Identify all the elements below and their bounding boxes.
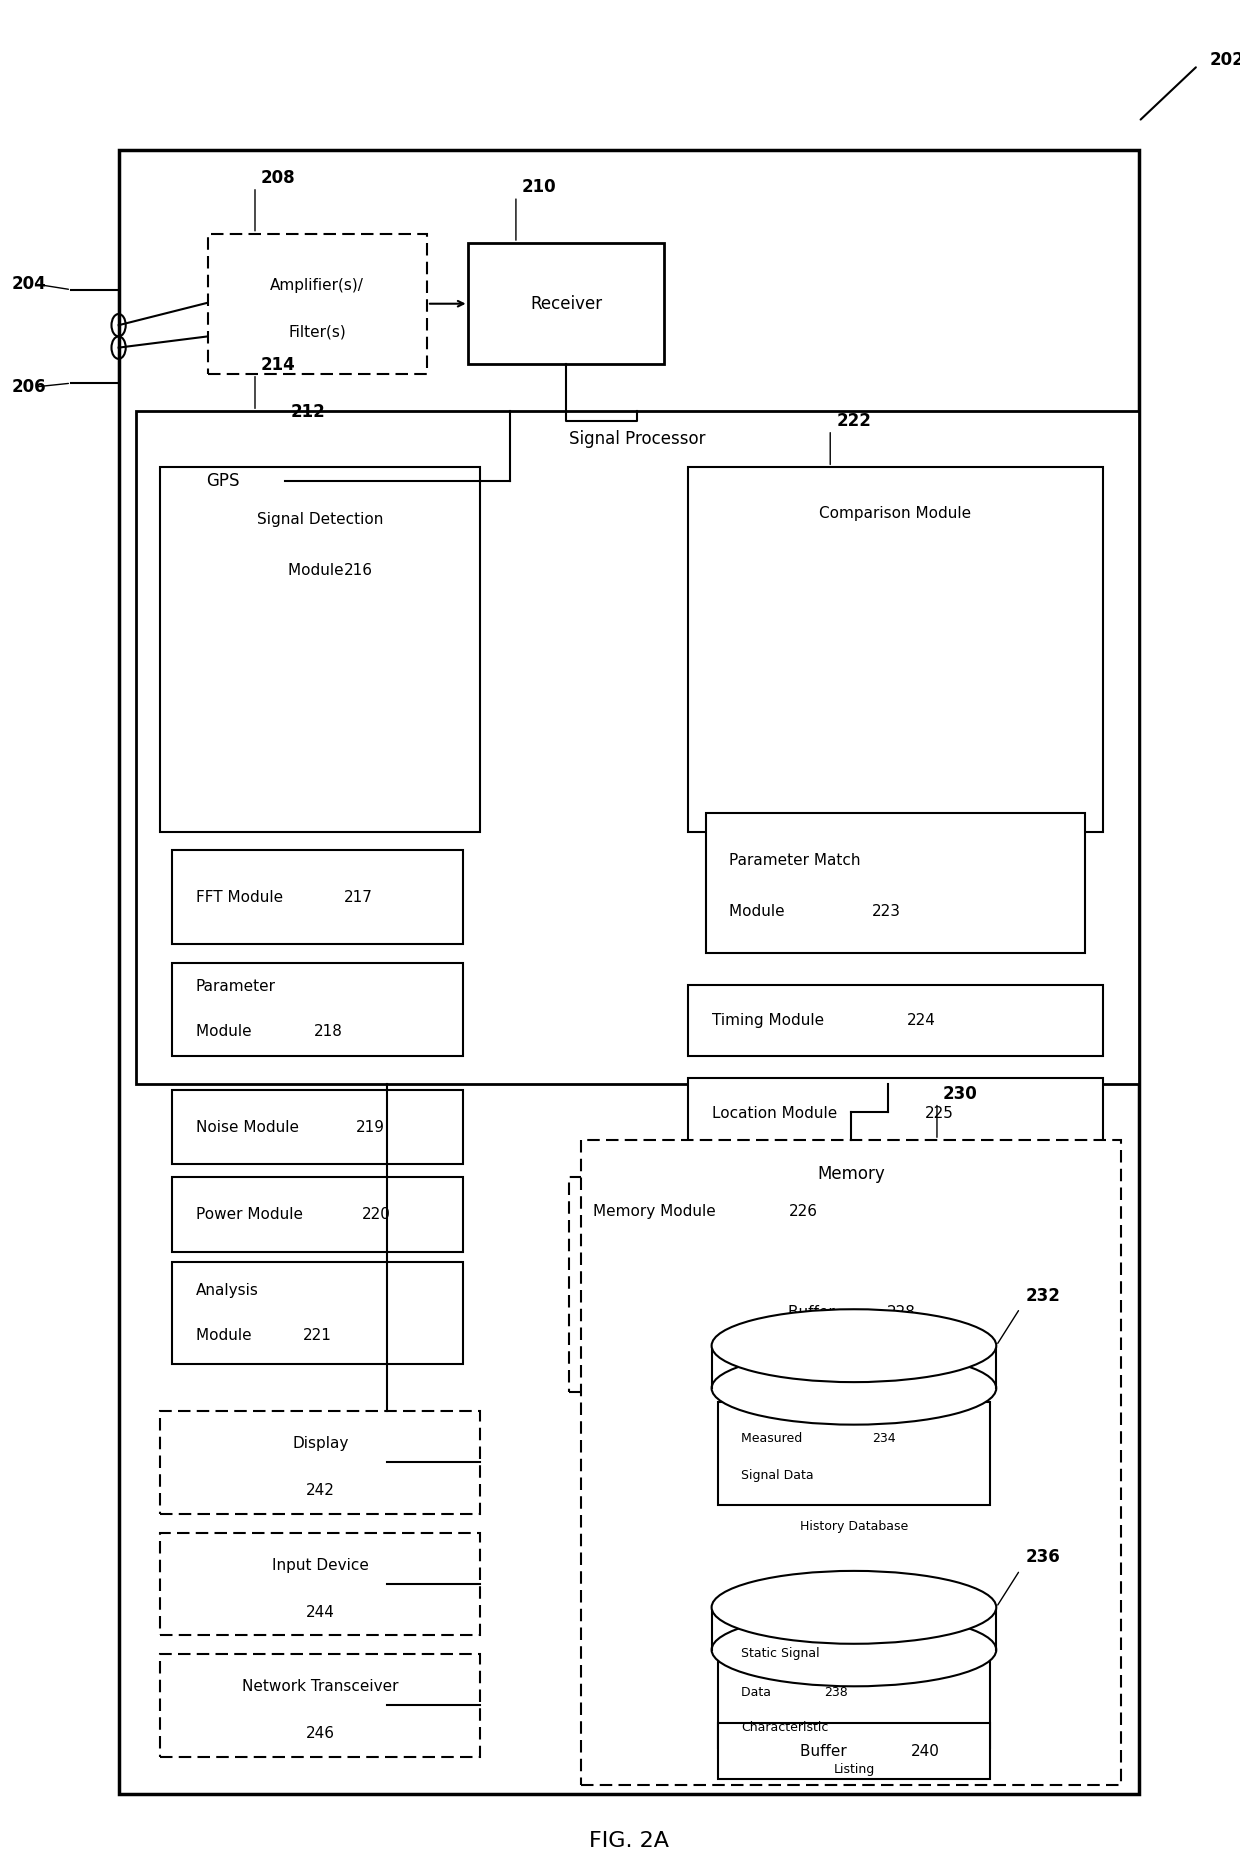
FancyBboxPatch shape: [469, 243, 665, 364]
FancyBboxPatch shape: [172, 1262, 463, 1364]
Text: 216: 216: [343, 563, 373, 578]
Text: 240: 240: [910, 1744, 940, 1759]
FancyBboxPatch shape: [688, 467, 1104, 832]
Text: Listing: Listing: [833, 1764, 874, 1776]
Text: Amplifier(s)/: Amplifier(s)/: [270, 277, 365, 293]
FancyBboxPatch shape: [688, 1078, 1104, 1149]
Text: Signal Processor: Signal Processor: [569, 430, 706, 449]
Ellipse shape: [712, 1613, 996, 1686]
FancyBboxPatch shape: [136, 411, 1138, 1084]
Text: Parameter Match: Parameter Match: [729, 852, 861, 869]
Text: 244: 244: [306, 1604, 335, 1620]
Bar: [712, 1589, 996, 1656]
Text: Buffer: Buffer: [800, 1744, 861, 1759]
FancyBboxPatch shape: [718, 1626, 991, 1748]
Text: Memory Module: Memory Module: [593, 1204, 725, 1219]
FancyBboxPatch shape: [688, 985, 1104, 1056]
Bar: [712, 1327, 996, 1394]
Text: 238: 238: [825, 1686, 848, 1699]
FancyBboxPatch shape: [706, 813, 1085, 953]
FancyBboxPatch shape: [569, 1177, 1115, 1392]
Text: Measured: Measured: [742, 1432, 811, 1445]
Text: Noise Module: Noise Module: [196, 1120, 309, 1134]
Text: Characteristic: Characteristic: [742, 1721, 828, 1734]
Text: 210: 210: [522, 178, 557, 196]
Text: 208: 208: [260, 168, 295, 187]
Text: 206: 206: [12, 378, 46, 396]
FancyBboxPatch shape: [172, 1090, 463, 1164]
Text: 234: 234: [872, 1432, 895, 1445]
Ellipse shape: [712, 1351, 996, 1424]
FancyBboxPatch shape: [172, 850, 463, 944]
Text: Parameter: Parameter: [196, 979, 275, 994]
Text: 232: 232: [1025, 1286, 1060, 1305]
Text: 225: 225: [925, 1106, 954, 1121]
Text: 224: 224: [908, 1013, 936, 1028]
FancyBboxPatch shape: [160, 1411, 480, 1514]
Ellipse shape: [712, 1308, 996, 1383]
Text: Network Transceiver: Network Transceiver: [242, 1678, 398, 1695]
Text: 242: 242: [306, 1482, 335, 1499]
Text: GPS: GPS: [206, 473, 239, 490]
Ellipse shape: [712, 1570, 996, 1645]
Text: Module: Module: [288, 563, 353, 578]
Text: 246: 246: [306, 1725, 335, 1742]
Text: 202: 202: [1210, 50, 1240, 69]
Text: 218: 218: [314, 1024, 343, 1039]
FancyBboxPatch shape: [172, 963, 463, 1056]
Text: 204: 204: [12, 275, 47, 293]
FancyBboxPatch shape: [160, 1654, 480, 1757]
FancyBboxPatch shape: [718, 1723, 991, 1779]
Text: Module: Module: [196, 1024, 265, 1039]
Text: 219: 219: [356, 1120, 384, 1134]
Text: 220: 220: [362, 1207, 391, 1222]
Text: Location Module: Location Module: [712, 1106, 847, 1121]
Text: Signal Detection: Signal Detection: [257, 512, 383, 527]
FancyBboxPatch shape: [587, 1252, 1097, 1374]
FancyBboxPatch shape: [160, 1533, 480, 1635]
Text: 228: 228: [887, 1305, 916, 1321]
Text: Buffer: Buffer: [787, 1305, 849, 1321]
Text: Receiver: Receiver: [531, 295, 603, 312]
Text: 223: 223: [872, 903, 900, 920]
Text: 221: 221: [303, 1327, 331, 1344]
FancyBboxPatch shape: [160, 467, 480, 832]
Text: Module: Module: [729, 903, 800, 920]
Text: Input Device: Input Device: [272, 1557, 368, 1574]
Text: Filter(s): Filter(s): [289, 323, 346, 340]
Text: 214: 214: [260, 355, 295, 374]
Text: 236: 236: [1025, 1548, 1060, 1566]
FancyBboxPatch shape: [172, 1177, 463, 1252]
Text: Comparison Module: Comparison Module: [820, 506, 971, 521]
Text: 222: 222: [836, 411, 870, 430]
Text: History Database: History Database: [800, 1521, 908, 1533]
FancyBboxPatch shape: [582, 1140, 1121, 1785]
Text: Timing Module: Timing Module: [712, 1013, 833, 1028]
Text: Display: Display: [293, 1435, 348, 1452]
Text: 212: 212: [290, 402, 325, 421]
Text: FIG. 2A: FIG. 2A: [589, 1832, 668, 1850]
Text: 230: 230: [942, 1084, 977, 1103]
Text: Module: Module: [196, 1327, 265, 1344]
Text: Analysis: Analysis: [196, 1282, 259, 1299]
Text: FFT Module: FFT Module: [196, 890, 298, 905]
Text: Signal Data: Signal Data: [742, 1469, 813, 1482]
FancyBboxPatch shape: [160, 430, 285, 533]
FancyBboxPatch shape: [207, 234, 427, 374]
Text: Static Signal: Static Signal: [742, 1647, 820, 1660]
Text: Memory: Memory: [817, 1164, 885, 1183]
FancyBboxPatch shape: [119, 150, 1138, 1794]
Text: 226: 226: [789, 1204, 817, 1219]
Text: Data: Data: [742, 1686, 784, 1699]
Text: Power Module: Power Module: [196, 1207, 312, 1222]
Text: 217: 217: [343, 890, 373, 905]
FancyBboxPatch shape: [718, 1402, 991, 1505]
